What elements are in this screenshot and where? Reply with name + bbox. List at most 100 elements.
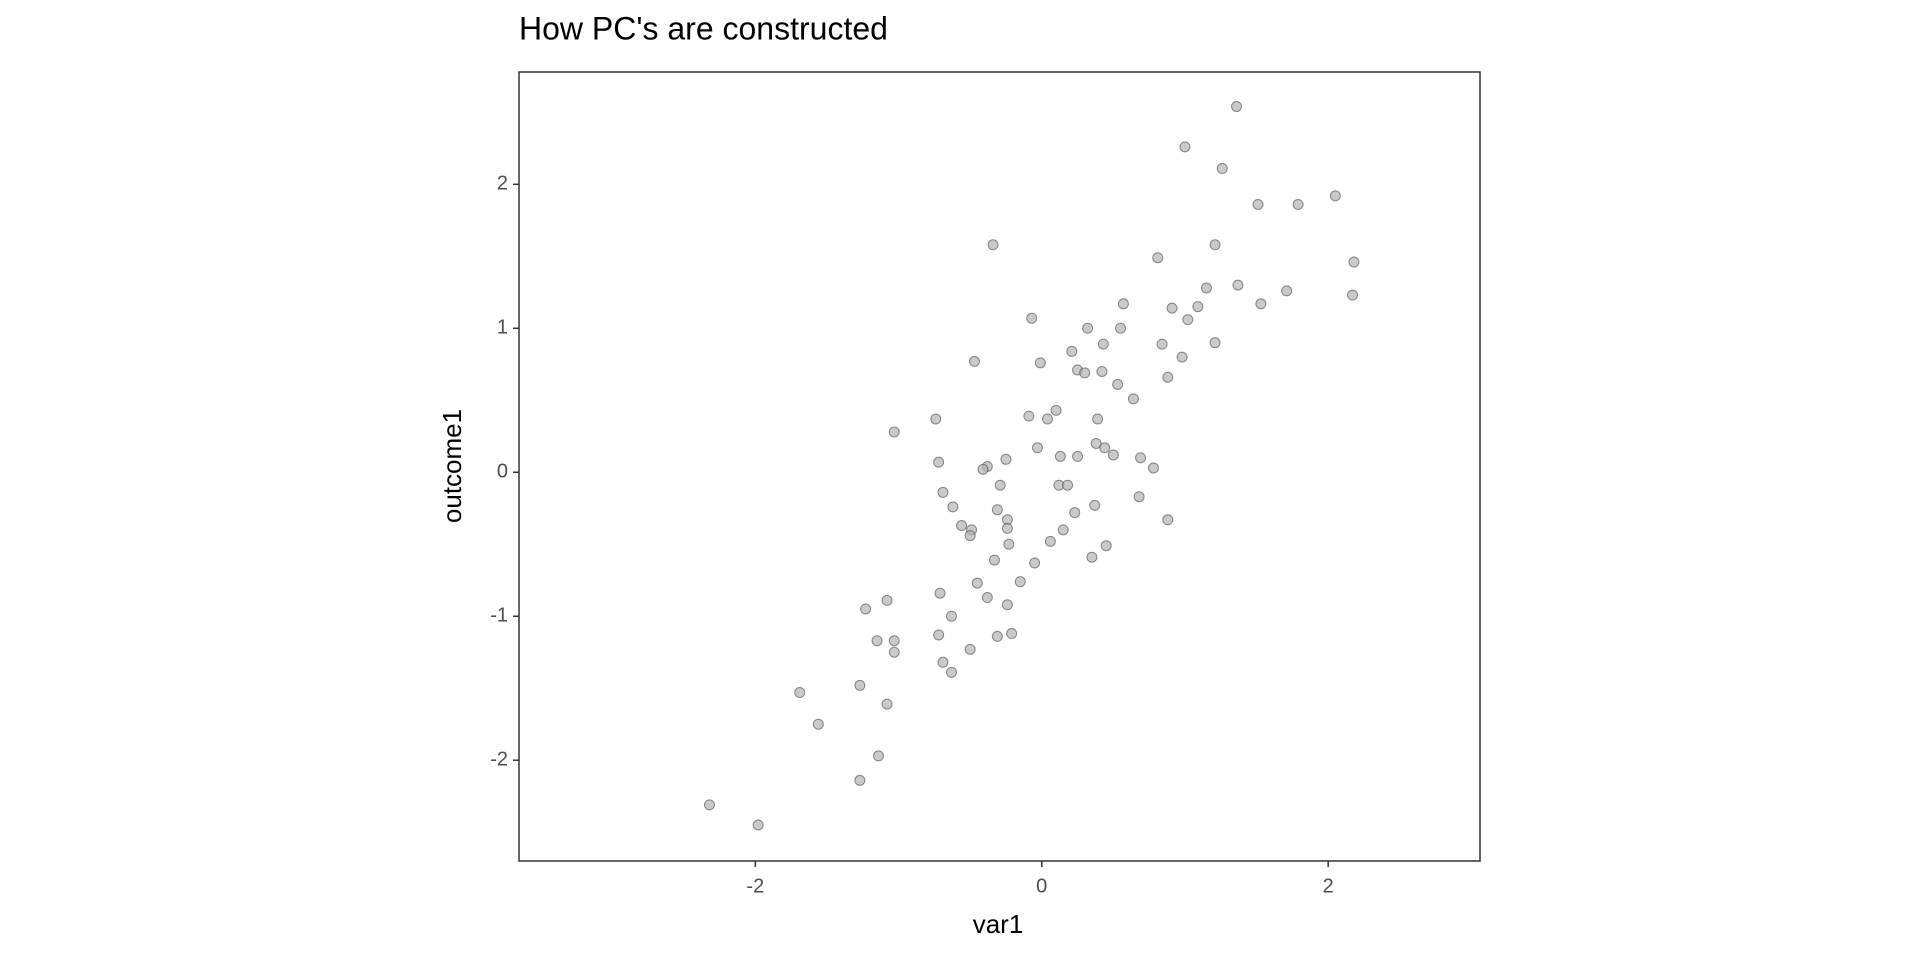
point (1001, 522, 1013, 534)
point (981, 592, 993, 604)
point (1001, 599, 1013, 611)
point (1176, 351, 1188, 363)
point (1192, 301, 1204, 313)
point (1107, 449, 1119, 461)
point (1044, 535, 1056, 547)
point (1092, 413, 1104, 425)
point (1003, 538, 1015, 550)
point (1147, 462, 1159, 474)
point (1127, 393, 1139, 405)
point (1347, 289, 1359, 301)
point (1232, 279, 1244, 291)
point (991, 504, 1003, 516)
point (1054, 450, 1066, 462)
point (752, 819, 764, 831)
point (888, 646, 900, 658)
point (1117, 298, 1129, 310)
point (1057, 524, 1069, 536)
point (1089, 499, 1101, 511)
point (1281, 285, 1293, 297)
point (1162, 371, 1174, 383)
y-tick-label: -1 (490, 605, 508, 627)
point (933, 629, 945, 641)
x-tick-label: 0 (1036, 875, 1047, 897)
point (1069, 507, 1081, 519)
point (1014, 576, 1026, 588)
point (937, 486, 949, 498)
point (888, 426, 900, 438)
point (794, 687, 806, 699)
point (854, 774, 866, 786)
point (947, 501, 959, 513)
point (1231, 101, 1243, 113)
point (1252, 198, 1264, 210)
point (1182, 314, 1194, 326)
point (1329, 190, 1341, 202)
point (1133, 491, 1145, 503)
point (1034, 357, 1046, 369)
point (1050, 404, 1062, 416)
point (1166, 302, 1178, 314)
panel-border (518, 71, 1481, 862)
point (1115, 322, 1127, 334)
x-tick-label: 2 (1323, 875, 1334, 897)
point (1023, 410, 1035, 422)
point (1162, 514, 1174, 526)
y-tick-label: -2 (490, 748, 508, 770)
y-tick-label: 1 (497, 317, 508, 339)
point (991, 630, 1003, 642)
point (1179, 141, 1191, 153)
point (1079, 367, 1091, 379)
point (933, 456, 945, 468)
point (1041, 413, 1053, 425)
point (1029, 557, 1041, 569)
point (1348, 256, 1360, 268)
point (964, 530, 976, 542)
point (956, 520, 968, 532)
point (881, 594, 893, 606)
point (1100, 540, 1112, 552)
point (1292, 198, 1304, 210)
point (988, 554, 1000, 566)
point (1090, 437, 1102, 449)
point (937, 656, 949, 668)
point (1152, 252, 1164, 264)
point (1096, 365, 1108, 377)
point (1200, 282, 1212, 294)
point (1097, 338, 1109, 350)
point (1006, 628, 1018, 640)
point (1072, 450, 1084, 462)
point (1216, 162, 1228, 174)
point (872, 750, 884, 762)
point (1000, 453, 1012, 465)
y-tick-label: 2 (497, 173, 508, 195)
point (1066, 345, 1078, 357)
point (871, 635, 883, 647)
point (1255, 298, 1267, 310)
point (860, 603, 872, 615)
point (881, 698, 893, 710)
point (1112, 378, 1124, 390)
point (968, 355, 980, 367)
point (1209, 239, 1221, 251)
point (946, 610, 958, 622)
point (1082, 322, 1094, 334)
point (964, 643, 976, 655)
y-tick-label: 0 (497, 461, 508, 483)
point (1062, 479, 1074, 491)
point (994, 479, 1006, 491)
point (1026, 312, 1038, 324)
point (946, 666, 958, 678)
point (987, 239, 999, 251)
point (812, 718, 824, 730)
point (1031, 442, 1043, 454)
point (1156, 338, 1168, 350)
point (1135, 452, 1147, 464)
point (1099, 442, 1111, 454)
point (977, 463, 989, 475)
point (888, 635, 900, 647)
chart-title: How PC's are constructed (519, 10, 888, 46)
point (1086, 551, 1098, 563)
point (971, 577, 983, 589)
